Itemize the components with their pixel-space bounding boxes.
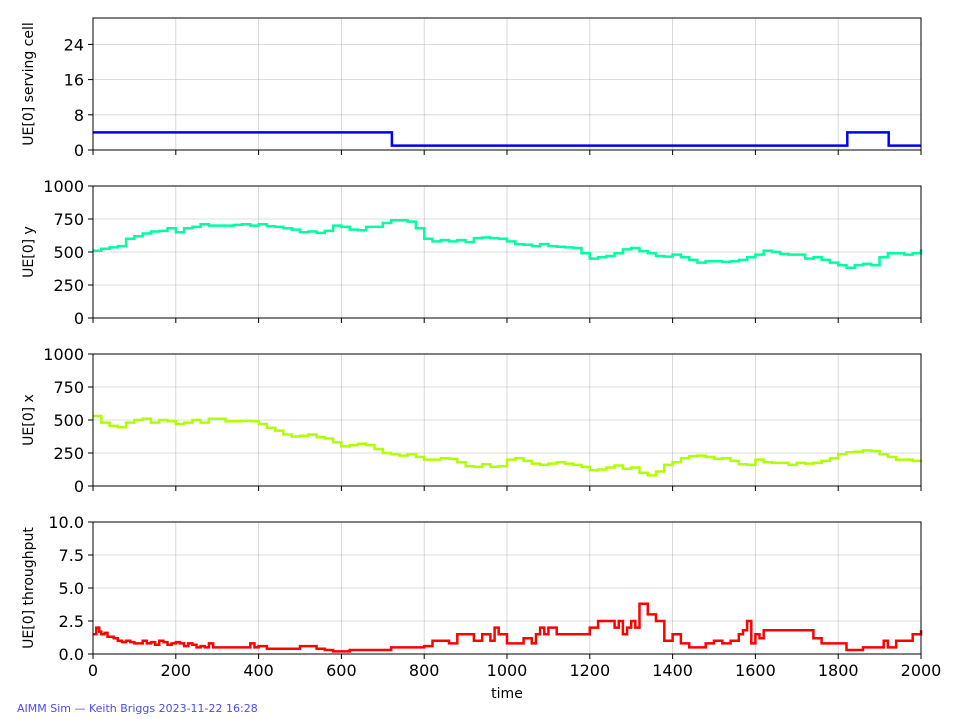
- series-line: [93, 414, 923, 477]
- x-tick-label: 1200: [569, 661, 610, 680]
- y-tick-label: 500: [53, 411, 84, 430]
- y-tick-label: 5.0: [59, 579, 84, 598]
- y-tick-label: 10.0: [48, 513, 84, 532]
- x-tick-label: 200: [161, 661, 192, 680]
- y-tick-label: 2.5: [59, 612, 84, 631]
- x-tick-label: 800: [409, 661, 440, 680]
- y-tick-label: 500: [53, 243, 84, 262]
- y-tick-label: 250: [53, 276, 84, 295]
- x-tick-label: 400: [243, 661, 274, 680]
- x-tick-label: 1600: [735, 661, 776, 680]
- y-axis-label: UE[0] y: [21, 226, 37, 278]
- y-tick-label: 250: [53, 444, 84, 463]
- y-tick-label: 750: [53, 378, 84, 397]
- x-tick-label: 1400: [652, 661, 693, 680]
- x-tick-label: 600: [326, 661, 357, 680]
- y-tick-label: 0.0: [59, 645, 84, 664]
- series-line: [93, 131, 921, 147]
- y-tick-label: 750: [53, 210, 84, 229]
- y-tick-label: 0: [74, 309, 84, 328]
- footer-credit: AIMM Sim — Keith Briggs 2023-11-22 16:28: [17, 702, 258, 715]
- y-tick-label: 8: [74, 106, 84, 125]
- y-tick-label: 0: [74, 477, 84, 496]
- x-tick-label: 2000: [901, 661, 942, 680]
- x-axis-label: time: [491, 686, 523, 702]
- y-axis-label: UE[0] x: [21, 394, 37, 446]
- x-tick-label: 1800: [818, 661, 859, 680]
- y-tick-label: 1000: [43, 177, 84, 196]
- y-axis-label: UE[0] throughput: [21, 527, 37, 649]
- y-axis-label: UE[0] serving cell: [21, 22, 37, 146]
- y-tick-label: 7.5: [59, 546, 84, 565]
- series-line: [93, 219, 923, 270]
- x-tick-label: 1000: [487, 661, 528, 680]
- y-tick-label: 1000: [43, 345, 84, 364]
- y-tick-label: 0: [74, 141, 84, 160]
- series-line: [93, 602, 923, 653]
- x-tick-label: 0: [88, 661, 98, 680]
- y-tick-label: 24: [64, 35, 84, 54]
- y-tick-label: 16: [64, 71, 84, 90]
